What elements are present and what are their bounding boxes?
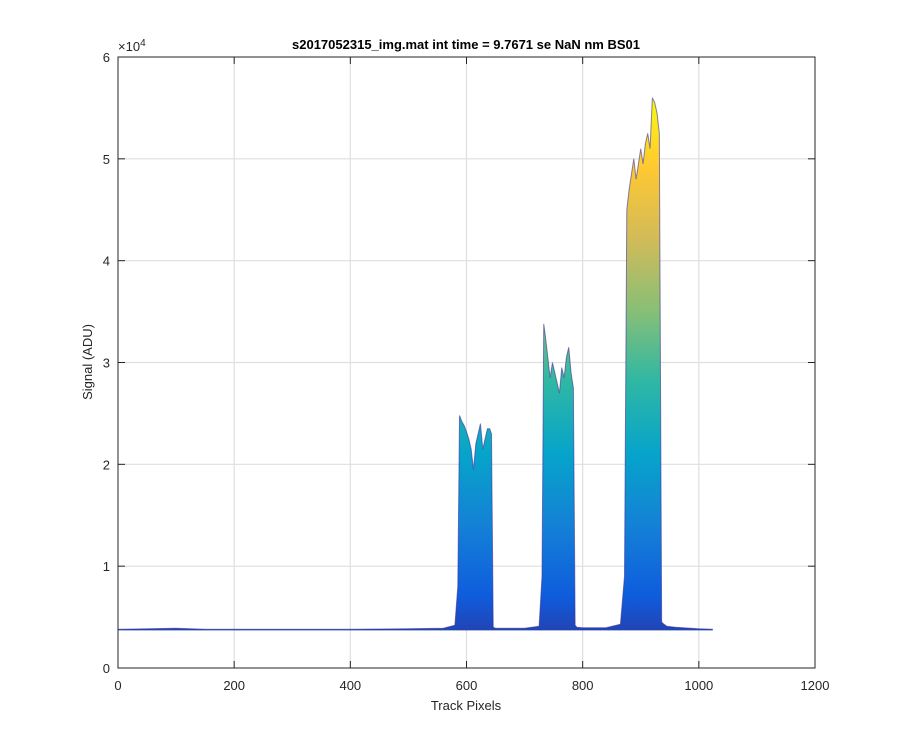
x-tick-label: 800 — [572, 678, 594, 693]
x-tick-label: 600 — [456, 678, 478, 693]
y-tick-labels: 0 1 2 3 4 5 6 — [103, 50, 110, 676]
y-tick-label: 2 — [103, 457, 110, 472]
series-line-0 — [118, 97, 713, 630]
y-tick-label: 3 — [103, 356, 110, 371]
x-tick-labels: 0 200 400 600 800 1000 1200 — [114, 678, 829, 693]
series-area-0 — [118, 97, 713, 631]
x-tick-label: 1000 — [684, 678, 713, 693]
x-axis-title: Track Pixels — [431, 698, 502, 713]
y-axis-title: Signal (ADU) — [80, 324, 95, 400]
y-tick-label: 4 — [103, 254, 110, 269]
data-layer — [118, 97, 713, 631]
x-tick-label: 1200 — [801, 678, 830, 693]
y-tick-label: 1 — [103, 559, 110, 574]
y-exponent-label: ×104 — [118, 38, 146, 54]
y-tick-label: 6 — [103, 50, 110, 65]
chart-title: s2017052315_img.mat int time = 9.7671 se… — [292, 37, 640, 52]
x-tick-label: 200 — [223, 678, 245, 693]
ticks — [117, 56, 816, 669]
y-tick-label: 5 — [103, 152, 110, 167]
x-tick-label: 0 — [114, 678, 121, 693]
x-tick-label: 400 — [339, 678, 361, 693]
y-tick-label: 0 — [103, 661, 110, 676]
